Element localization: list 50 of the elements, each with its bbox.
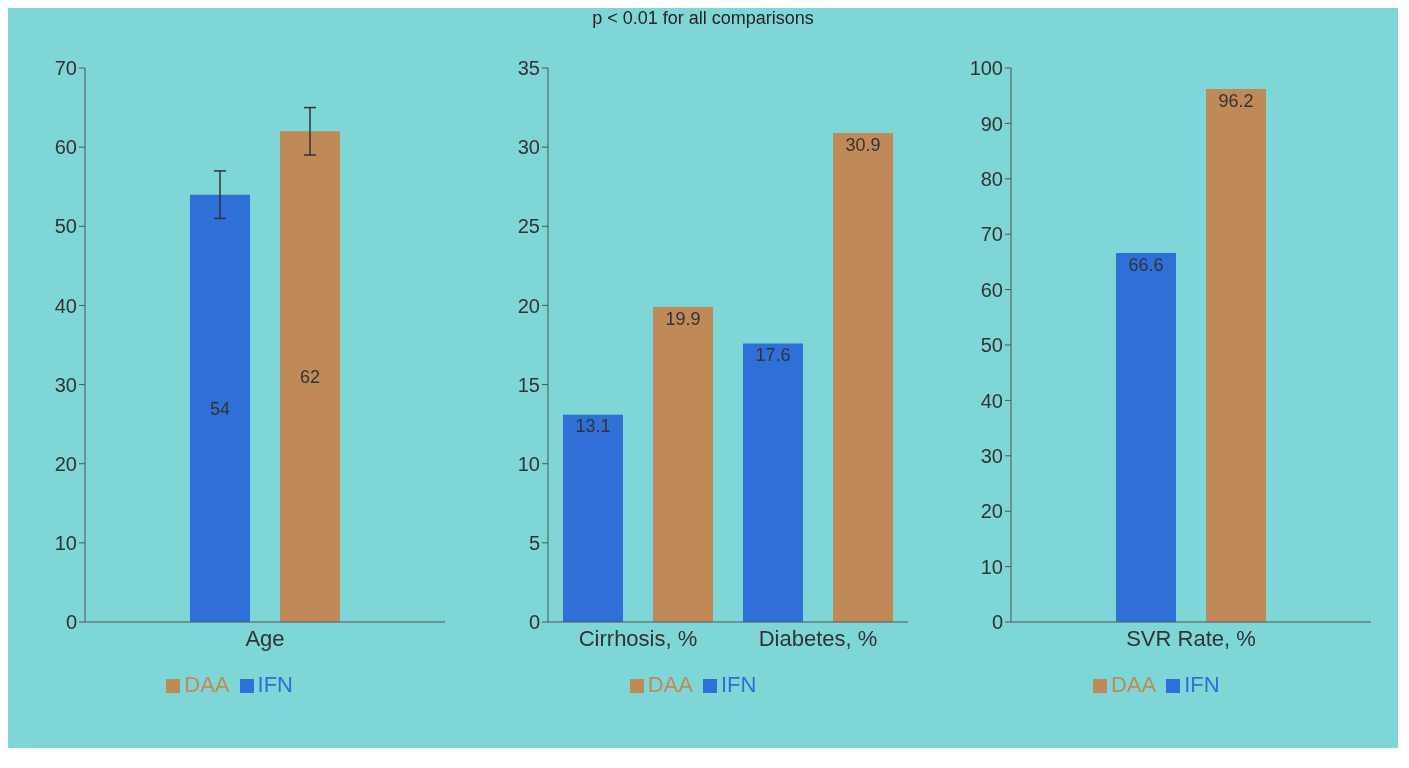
y-tick-label: 30 <box>517 136 540 159</box>
y-tick-label: 15 <box>517 373 540 396</box>
y-tick-label: 70 <box>54 57 77 80</box>
data-label: 17.6 <box>755 345 791 366</box>
y-tick-label: 50 <box>981 334 1004 357</box>
legend-label: IFN <box>257 672 293 697</box>
y-tick-label: 10 <box>981 555 1004 578</box>
y-tick-label: 20 <box>981 500 1004 523</box>
y-tick-label: 40 <box>981 389 1004 412</box>
y-tick-label: 30 <box>54 373 77 396</box>
legend-label: IFN <box>1184 672 1220 697</box>
y-tick-label: 90 <box>981 112 1004 135</box>
x-tick-label: Age <box>245 625 285 651</box>
y-tick-label: 30 <box>981 444 1004 467</box>
y-tick-label: 80 <box>981 167 1004 190</box>
legend-label: IFN <box>720 672 757 697</box>
legend-label: DAA <box>1110 672 1157 697</box>
y-tick-label: 20 <box>517 294 540 317</box>
y-tick-label: 20 <box>54 452 77 475</box>
data-label: 30.9 <box>845 134 881 155</box>
data-label: 19.9 <box>665 308 701 329</box>
legend-label: DAA <box>647 672 693 697</box>
x-tick-label: SVR Rate, % <box>1126 625 1257 651</box>
y-tick-label: 35 <box>517 57 540 80</box>
y-tick-label: 100 <box>969 57 1004 80</box>
data-label: 54 <box>209 398 230 419</box>
y-tick-label: 0 <box>992 611 1004 634</box>
y-tick-label: 0 <box>65 611 77 634</box>
y-tick-label: 50 <box>54 215 77 238</box>
data-label: 13.1 <box>575 416 611 437</box>
y-tick-label: 10 <box>517 452 540 475</box>
data-label: 66.6 <box>1128 254 1164 275</box>
data-label: 96.2 <box>1218 90 1254 111</box>
y-tick-label: 5 <box>528 531 540 554</box>
chart-title: p < 0.01 for all comparisons <box>591 8 815 30</box>
bar <box>652 307 713 622</box>
y-tick-label: 70 <box>981 223 1004 246</box>
y-tick-label: 60 <box>981 278 1004 301</box>
y-tick-label: 40 <box>54 294 77 317</box>
bar <box>562 414 623 622</box>
y-tick-label: 25 <box>517 215 540 238</box>
bar <box>832 132 893 622</box>
y-tick-label: 0 <box>528 611 540 634</box>
y-tick-label: 10 <box>54 531 77 554</box>
x-tick-label: Cirrhosis, % <box>578 625 698 651</box>
bar <box>742 343 803 622</box>
x-tick-label: Diabetes, % <box>758 625 878 651</box>
data-label: 62 <box>299 367 320 388</box>
y-tick-label: 60 <box>54 136 77 159</box>
legend-label: DAA <box>184 672 230 697</box>
